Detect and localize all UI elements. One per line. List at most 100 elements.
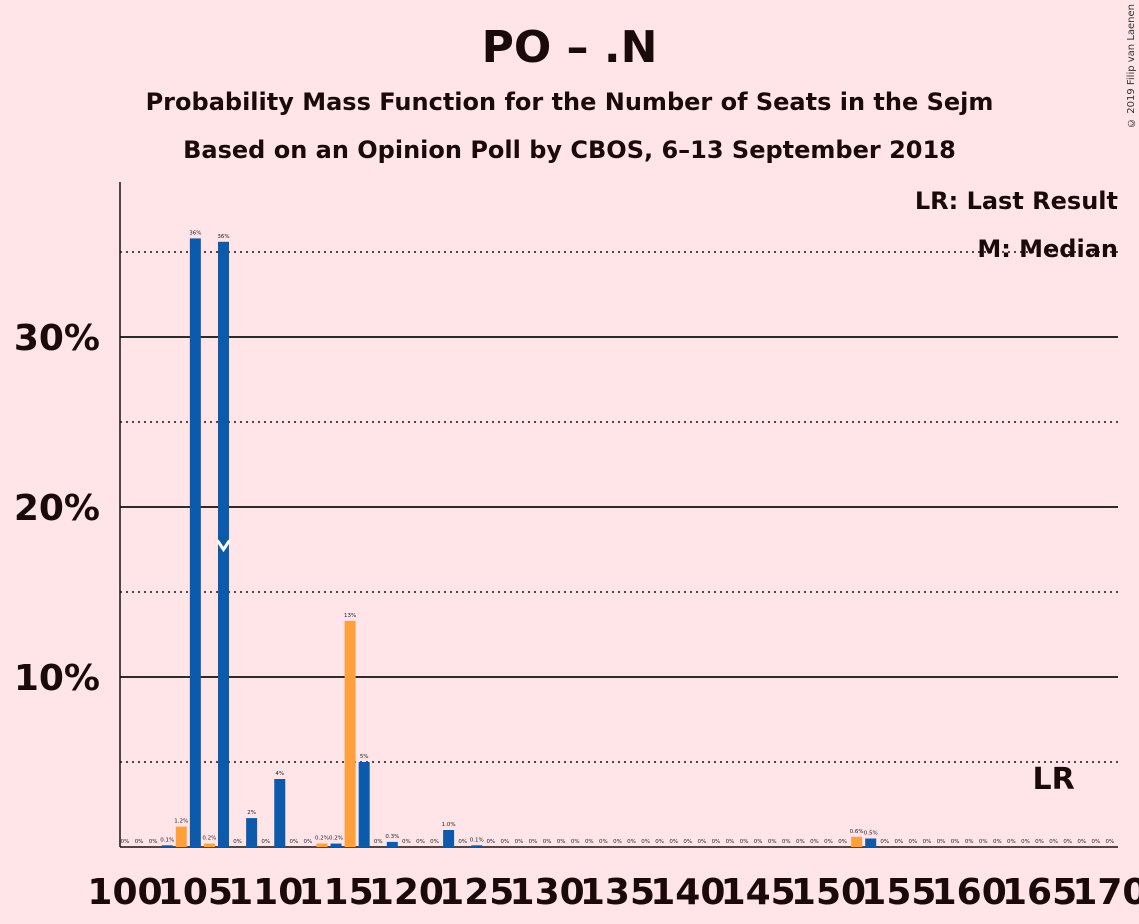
bar-label: 0%: [993, 839, 1002, 845]
bar-label: 0.6%: [850, 829, 864, 835]
bar-label: 0%: [1077, 839, 1086, 845]
x-tick-label: 145: [721, 872, 796, 913]
bar-label: 0%: [979, 839, 988, 845]
bar-label: 0%: [782, 839, 791, 845]
bar-label: 0%: [1063, 839, 1072, 845]
bar-label: 0%: [880, 839, 889, 845]
bar-label: 0%: [824, 839, 833, 845]
x-tick-label: 125: [439, 872, 514, 913]
bar-label: 0%: [599, 839, 608, 845]
bar-seat-116: [344, 620, 356, 847]
x-tick-label: 155: [861, 872, 936, 913]
bar-label: 36%: [189, 230, 201, 236]
bar-label: 0%: [1007, 839, 1016, 845]
bar-label: 0%: [543, 839, 552, 845]
bar-seat-153: [865, 838, 877, 847]
bar-label: 0%: [571, 839, 580, 845]
bar-seat-114: [316, 843, 328, 847]
bar-label: 0%: [894, 839, 903, 845]
bar-label: 0%: [641, 839, 650, 845]
bar-seat-106: [203, 843, 215, 847]
bar-label: 0%: [923, 839, 932, 845]
bar-label: 0%: [121, 839, 130, 845]
bar-label: 0%: [965, 839, 974, 845]
bar-label: 0%: [585, 839, 594, 845]
bar-seat-115: [330, 843, 342, 847]
legend-median: M: Median: [977, 235, 1118, 263]
x-tick-label: 140: [650, 872, 725, 913]
chart-subtitle: Probability Mass Function for the Number…: [145, 88, 994, 116]
bar-label: 0%: [712, 839, 721, 845]
x-tick-label: 115: [298, 872, 373, 913]
bar-label: 0%: [135, 839, 144, 845]
y-tick-label: 30%: [14, 318, 100, 359]
bar-label: 0%: [402, 839, 411, 845]
x-tick-label: 170: [1072, 872, 1139, 913]
bar-label: 0%: [613, 839, 622, 845]
last-result-marker: LR: [1033, 762, 1075, 797]
y-tick-label: 10%: [14, 658, 100, 699]
x-tick-label: 150: [791, 872, 866, 913]
bar-seat-109: [246, 818, 258, 847]
bar-label: 0%: [740, 839, 749, 845]
legend-last-result: LR: Last Result: [915, 187, 1118, 215]
bar-label: 0%: [838, 839, 847, 845]
bar-label: 0%: [289, 839, 298, 845]
bar-label: 0%: [529, 839, 538, 845]
bar-seat-107: [217, 241, 229, 848]
bar-label: 2%: [247, 810, 256, 816]
bar-label: 0%: [304, 839, 313, 845]
bar-label: 0%: [1021, 839, 1030, 845]
bar-label: 5%: [360, 754, 369, 760]
chart-title: PO – .N: [481, 22, 658, 73]
bar-label: 0%: [627, 839, 636, 845]
bar-label: 0%: [1106, 839, 1115, 845]
bar-label: 0%: [430, 839, 439, 845]
x-tick-label: 160: [932, 872, 1007, 913]
bar-label: 0%: [909, 839, 918, 845]
bar-label: 0%: [233, 839, 242, 845]
bar-label: 4%: [275, 771, 284, 777]
bar-label: 0%: [951, 839, 960, 845]
x-tick-label: 135: [580, 872, 655, 913]
bar-seat-103: [161, 845, 173, 847]
bar-seat-125: [471, 845, 483, 847]
y-tick-label: 20%: [14, 488, 100, 529]
bar-label: 0%: [683, 839, 692, 845]
bar-label: 0%: [768, 839, 777, 845]
x-tick-label: 110: [228, 872, 303, 913]
bar-label: 0%: [458, 839, 467, 845]
bar-label: 0.1%: [160, 837, 174, 843]
bar-label: 0%: [726, 839, 735, 845]
bar-label: 0%: [796, 839, 805, 845]
bar-label: 0%: [501, 839, 510, 845]
bar-label: 0.1%: [470, 837, 484, 843]
bar-label: 0%: [149, 839, 158, 845]
chart-subtitle-poll: Based on an Opinion Poll by CBOS, 6–13 S…: [183, 136, 956, 164]
bar-seat-111: [274, 779, 286, 847]
bar-label: 0%: [416, 839, 425, 845]
bar-label: 36%: [217, 234, 229, 240]
bar-label: 0.2%: [315, 836, 329, 842]
bar-label: 0%: [515, 839, 524, 845]
x-tick-label: 120: [369, 872, 444, 913]
x-tick-label: 100: [87, 872, 162, 913]
bar-label: 0%: [557, 839, 566, 845]
bar-label: 0%: [669, 839, 678, 845]
bar-label: 0%: [698, 839, 707, 845]
bar-label: 0%: [486, 839, 495, 845]
bar-seat-123: [443, 830, 455, 847]
bar-label: 0%: [810, 839, 819, 845]
bar-label: 1.2%: [174, 819, 188, 825]
bar-seat-117: [358, 762, 370, 847]
bar-seat-105: [189, 238, 201, 847]
bar-label: 0%: [261, 839, 270, 845]
bar-label: 13%: [344, 613, 356, 619]
bar-label: 0.5%: [864, 831, 878, 837]
x-tick-label: 165: [1002, 872, 1077, 913]
bar-label: 0.2%: [329, 836, 343, 842]
x-tick-label: 130: [510, 872, 585, 913]
x-tick-label: 105: [158, 872, 233, 913]
bar-label: 0%: [937, 839, 946, 845]
